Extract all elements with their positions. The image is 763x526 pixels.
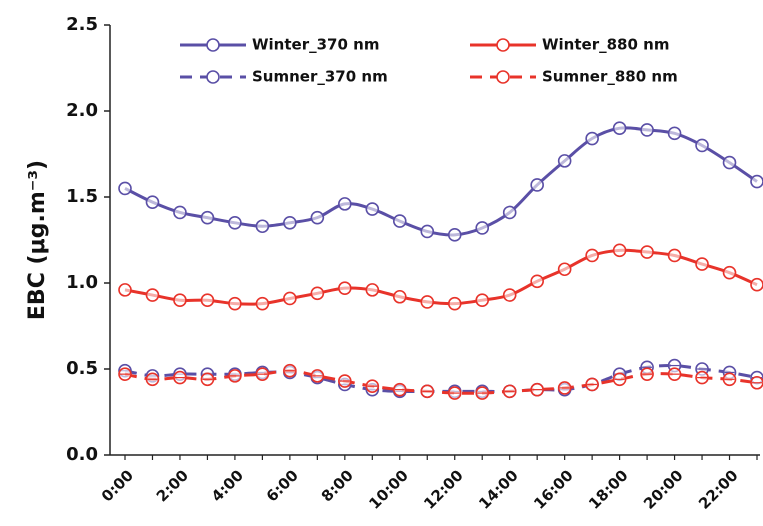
x-tick-label: 10:00 [365,466,411,512]
point [530,178,544,192]
point [338,197,352,211]
point [118,181,132,196]
point [255,296,270,311]
point [612,121,627,135]
y-axis-title: EBC (μg.m⁻³) [25,160,50,320]
point [612,243,627,258]
point [557,262,572,277]
x-tick-label: 20:00 [640,466,686,512]
point [475,293,490,308]
point [475,221,490,235]
x-tick-label: 8:00 [318,466,357,505]
legend-label: Sumner_880 nm [542,68,678,86]
point [145,195,160,209]
point [200,293,215,308]
point [365,283,380,297]
series-line [124,248,758,306]
x-tick-label: 4:00 [208,466,247,505]
series-line [124,363,758,393]
x-tick-label: 2:00 [153,466,192,505]
y-tick-label: 1.0 [66,272,98,293]
series-line [124,126,758,237]
point [447,296,462,311]
point [667,126,682,141]
legend-label: Winter_370 nm [252,36,379,54]
point [392,214,407,228]
legend-marker [206,38,220,52]
point [228,216,242,230]
point [173,293,187,308]
legend-marker [496,38,510,52]
x-tick-label: 6:00 [263,466,302,505]
x-tick-label: 12:00 [420,466,466,512]
point [640,245,654,259]
point [255,219,270,234]
point [502,205,517,220]
point [530,274,544,289]
point [310,210,325,225]
point [695,138,709,153]
point [722,265,737,280]
point [200,210,215,225]
point [667,248,682,263]
point [283,291,297,306]
point [392,289,407,304]
point [557,154,572,168]
legend-label: Sumner_370 nm [252,68,388,86]
legend-marker [496,70,510,84]
x-tick-label: 14:00 [475,466,521,512]
y-tick-label: 1.5 [66,186,98,207]
series-line [124,369,758,395]
point [310,286,325,301]
point [750,277,763,292]
point [585,248,599,263]
point [173,205,187,220]
point [338,281,352,295]
point [283,216,297,230]
x-tick-label: 0:00 [98,466,137,505]
legend-label: Winter_880 nm [542,36,669,54]
point [695,257,709,271]
point [722,155,737,170]
y-tick-label: 2.0 [66,100,98,121]
y-tick-label: 0.5 [66,358,98,379]
point [365,202,380,216]
point [145,288,160,302]
point [502,288,517,302]
point [585,131,599,146]
point [640,123,654,137]
y-tick-label: 2.5 [66,14,98,35]
x-tick-label: 16:00 [530,466,576,512]
point [420,224,435,239]
point [447,228,462,242]
point [750,174,763,189]
x-tick-label: 18:00 [585,466,631,512]
point [228,296,242,311]
point [420,295,435,309]
point [118,283,132,297]
y-tick-label: 0.0 [66,444,98,465]
x-tick-label: 22:00 [695,466,741,512]
legend-marker [206,70,220,84]
